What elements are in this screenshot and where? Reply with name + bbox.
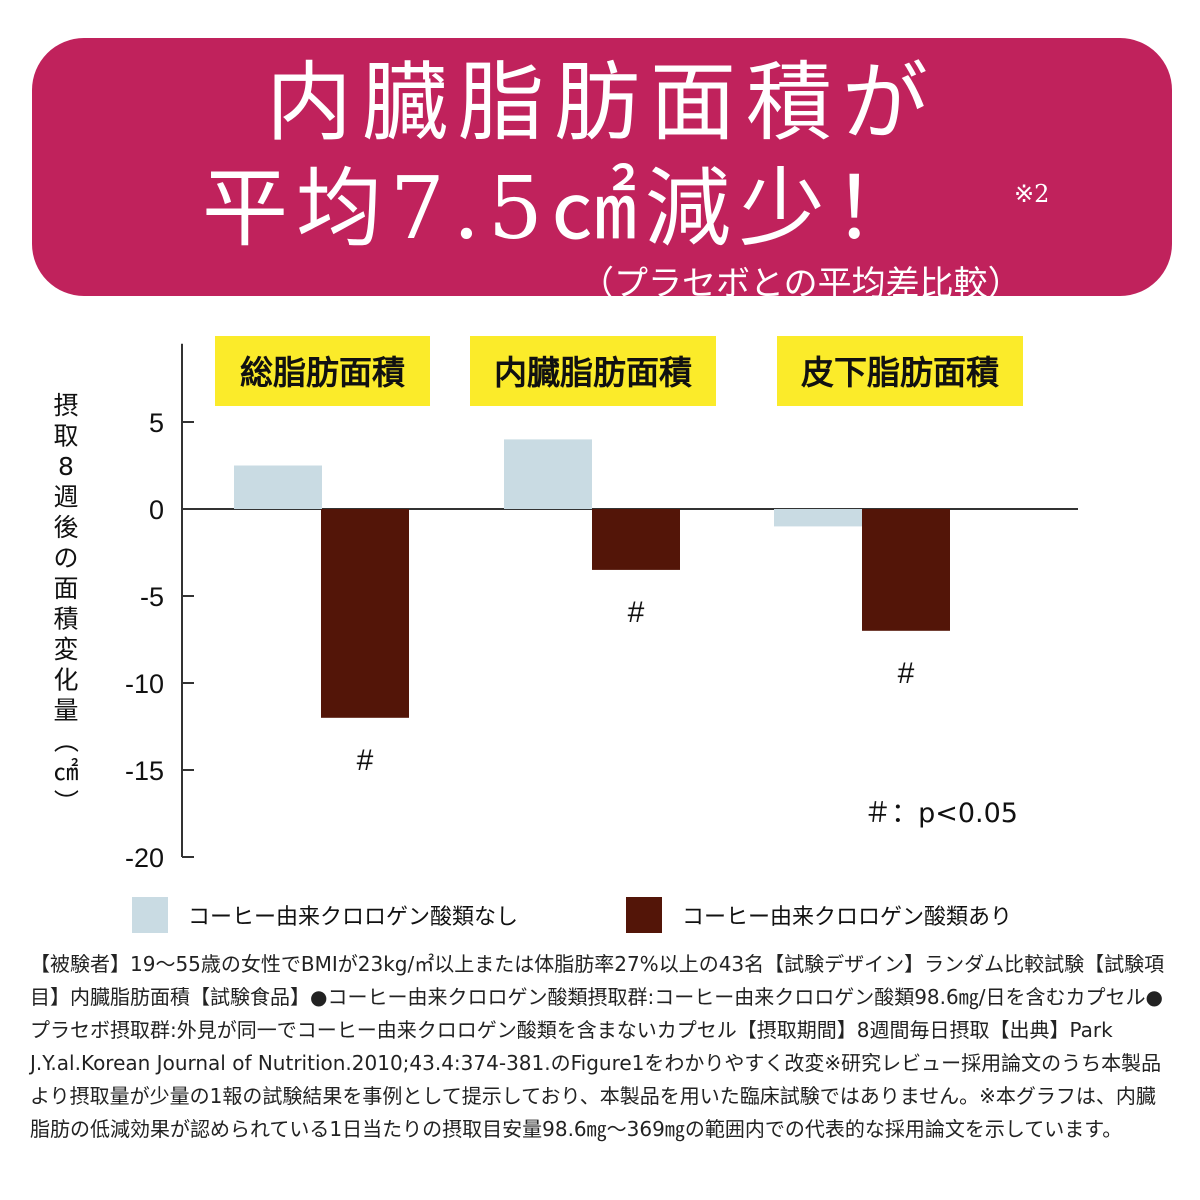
y-tick-label: 5 — [149, 408, 164, 438]
headline-line-1: 内臓脂肪面積が — [266, 53, 938, 153]
legend-swatch-with — [626, 897, 662, 933]
footnote-mark: ※2 — [1014, 180, 1050, 208]
y-tick-label: -15 — [125, 756, 164, 786]
y-axis-label-char: 8 — [58, 452, 74, 481]
category-label: 皮下脂肪面積 — [801, 353, 999, 392]
y-axis-label-char: 量 — [53, 696, 78, 725]
bar — [504, 439, 592, 509]
category-label-bg — [777, 336, 1023, 406]
y-axis-label-char: 週 — [53, 483, 78, 512]
significance-mark: # — [898, 657, 915, 690]
category-label-bg — [215, 336, 430, 406]
y-axis-label-char: 摂 — [53, 391, 78, 420]
bar — [321, 509, 409, 718]
bar — [592, 509, 680, 570]
y-axis-label-char: 後 — [53, 513, 78, 542]
category-label: 総脂肪面積 — [240, 353, 405, 392]
legend-swatch-without — [132, 897, 168, 933]
y-axis-label-char: 積 — [53, 605, 78, 634]
category-label: 内臓脂肪面積 — [494, 353, 692, 392]
p-value-note: ＃：p<0.05 — [864, 798, 1018, 829]
bar — [774, 509, 862, 527]
legend-label-with: コーヒー由来クロロゲン酸類あり — [682, 905, 1013, 930]
methodology-text: 【被験者】19～55歳の女性でBMIが23kg/㎡以上または体脂肪率27%以上の… — [30, 952, 1165, 1141]
significance-mark: # — [357, 744, 374, 777]
bar — [234, 465, 322, 509]
bar — [862, 509, 950, 631]
y-axis-label-char: 取 — [53, 422, 78, 451]
y-axis-label-char: ㎠ — [53, 757, 78, 786]
category-label-bg — [470, 336, 716, 406]
headline-banner: 内臓脂肪面積が 平均7.5㎠減少！ ※2 （プラセボとの平均差比較） — [32, 38, 1172, 304]
headline-line-2: 平均7.5㎠減少！ — [202, 159, 927, 259]
y-axis-label-char: 面 — [53, 574, 78, 603]
significance-mark: # — [628, 596, 645, 629]
legend-label-without: コーヒー由来クロロゲン酸類なし — [188, 905, 519, 930]
y-tick-label: -5 — [140, 582, 164, 612]
y-tick-label: -10 — [125, 669, 164, 699]
headline-subtitle: （プラセボとの平均差比較） — [580, 264, 1022, 304]
y-axis-label-char: 変 — [53, 635, 78, 664]
legend-item-without: コーヒー由来クロロゲン酸類なし — [132, 896, 518, 934]
y-axis-label-char: 化 — [53, 666, 78, 695]
legend-item-with: コーヒー由来クロロゲン酸類あり — [626, 896, 1012, 934]
y-axis-label-char: （ — [51, 728, 80, 753]
y-axis-label-char: の — [53, 544, 78, 573]
y-axis-label-char: ） — [51, 789, 80, 814]
y-tick-label: 0 — [149, 495, 164, 525]
y-tick-label: -20 — [125, 843, 164, 873]
